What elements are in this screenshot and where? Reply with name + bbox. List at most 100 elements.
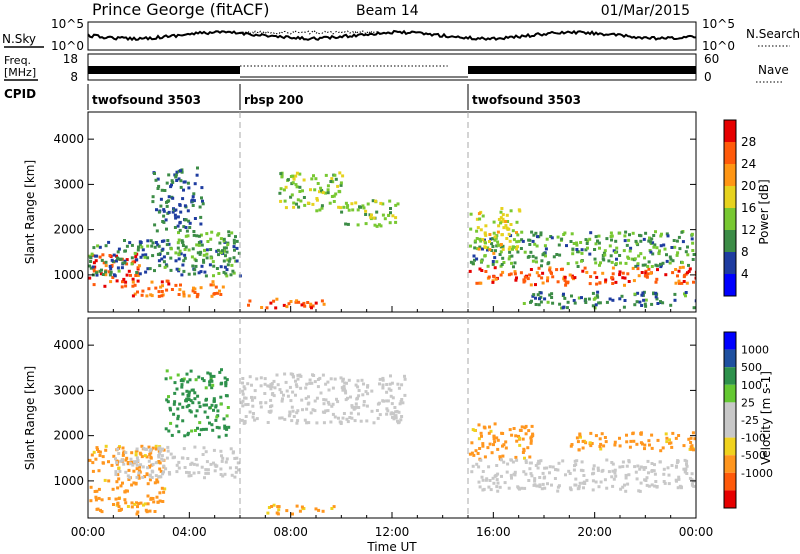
cell [253, 418, 257, 422]
cell [306, 402, 310, 406]
noise-trace [87, 29, 696, 42]
cell [609, 231, 613, 235]
cell [532, 233, 536, 237]
cell [470, 451, 474, 455]
cell [93, 254, 97, 258]
cell [489, 488, 493, 492]
cell [285, 305, 289, 309]
cell [671, 259, 675, 263]
cell [396, 202, 400, 206]
cell [591, 472, 594, 476]
cell [537, 303, 541, 307]
cell [652, 245, 656, 249]
cell [483, 254, 487, 258]
cell [500, 207, 504, 210]
cell [248, 299, 252, 303]
cell [161, 284, 164, 288]
cell [509, 272, 513, 276]
cell [580, 296, 583, 300]
cell [112, 503, 115, 506]
cell [618, 270, 622, 274]
cell [305, 407, 309, 411]
cell [338, 171, 342, 175]
cell [285, 509, 289, 513]
cell [235, 456, 239, 460]
cell [475, 247, 479, 251]
cell [281, 397, 284, 401]
cell [595, 294, 599, 298]
cell [195, 409, 199, 413]
cell [283, 199, 287, 203]
cell [185, 470, 188, 474]
cell [188, 378, 192, 382]
cell [618, 297, 622, 301]
cell [670, 464, 674, 467]
cell [693, 437, 696, 441]
cell [639, 432, 643, 436]
cell [198, 433, 201, 437]
cell [614, 250, 617, 254]
velocity-colorbar-swatch [724, 437, 736, 456]
cell [690, 447, 694, 451]
cell [686, 245, 689, 249]
cell [522, 302, 526, 305]
cell [487, 485, 491, 489]
cell [135, 467, 139, 471]
cell [486, 264, 490, 268]
cell [284, 380, 288, 384]
cell [541, 271, 545, 275]
cell [349, 411, 353, 415]
cell [161, 447, 164, 451]
cell [91, 265, 95, 269]
cell [326, 400, 330, 404]
cell [153, 245, 157, 249]
cell [264, 401, 268, 405]
cell [544, 247, 548, 251]
cell [390, 402, 394, 406]
cell [222, 239, 226, 243]
cell [130, 483, 134, 487]
cell [272, 299, 276, 303]
cell [361, 393, 365, 397]
cell [481, 470, 485, 473]
cell [332, 200, 336, 203]
cell [621, 485, 625, 489]
cell [531, 259, 535, 263]
cell [305, 421, 309, 425]
cell [215, 415, 219, 419]
cell [671, 431, 675, 435]
cell [166, 251, 170, 255]
cell [199, 215, 203, 219]
cell [185, 405, 189, 409]
cell [140, 293, 144, 297]
cell [676, 274, 679, 278]
cell [688, 267, 692, 271]
cell [89, 485, 93, 489]
cell [359, 205, 363, 209]
cell [131, 294, 135, 298]
cell [161, 247, 165, 251]
cell [343, 389, 347, 393]
cell [211, 260, 215, 264]
cell [199, 286, 203, 290]
cell [222, 237, 226, 241]
cell [564, 473, 567, 477]
cell [656, 268, 659, 272]
cell [373, 223, 377, 227]
cell [381, 383, 385, 387]
cell [541, 253, 545, 257]
cell [612, 249, 616, 253]
cell [160, 188, 164, 192]
cell [270, 385, 274, 389]
cell [182, 377, 186, 381]
cell [468, 269, 472, 273]
cell [221, 249, 224, 253]
cell [294, 174, 298, 178]
cell [180, 239, 184, 243]
x-tick-label: 20:00 [577, 525, 612, 539]
cell [295, 202, 298, 206]
cell [497, 224, 501, 228]
cell [97, 450, 101, 453]
cell [136, 266, 140, 270]
cell [471, 428, 475, 432]
